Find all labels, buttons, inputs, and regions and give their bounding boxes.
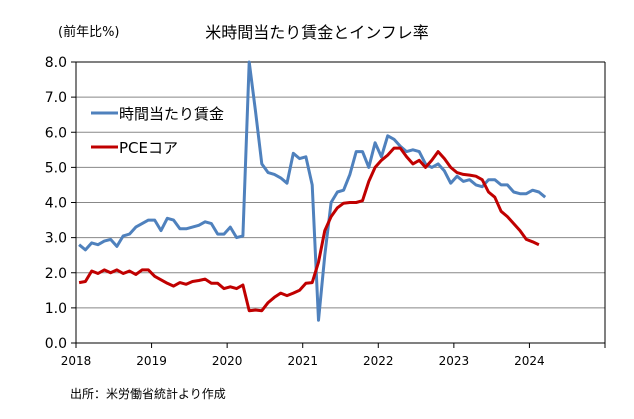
y-tick-label: 0.0 (45, 336, 67, 352)
source-note: 出所：米労働省統計より作成 (70, 386, 226, 401)
y-tick-label: 5.0 (45, 160, 67, 176)
y-tick-label: 3.0 (45, 231, 67, 247)
y-tick-label: 6.0 (45, 125, 67, 141)
x-tick-label: 2020 (212, 354, 243, 368)
y-tick-label: 2.0 (45, 266, 67, 282)
x-tick-label: 2019 (136, 354, 167, 368)
y-tick-label: 1.0 (45, 301, 67, 317)
x-tick-label: 2023 (439, 354, 470, 368)
series-line-1 (78, 146, 540, 313)
y-tick-label: 4.0 (45, 196, 67, 212)
y-axis-label: (前年比%) (58, 24, 120, 40)
y-tick-label: 8.0 (45, 55, 67, 71)
x-tick-label: 2021 (287, 354, 318, 368)
y-tick-label: 7.0 (45, 90, 67, 106)
chart-title: 米時間当たり賃金とインフレ率 (205, 23, 429, 42)
legend-label: PCEコア (119, 139, 178, 157)
x-tick-label: 2024 (514, 354, 545, 368)
x-tick-label: 2022 (363, 354, 394, 368)
legend-label: 時間当たり賃金 (119, 105, 224, 123)
x-tick-label: 2018 (61, 354, 92, 368)
